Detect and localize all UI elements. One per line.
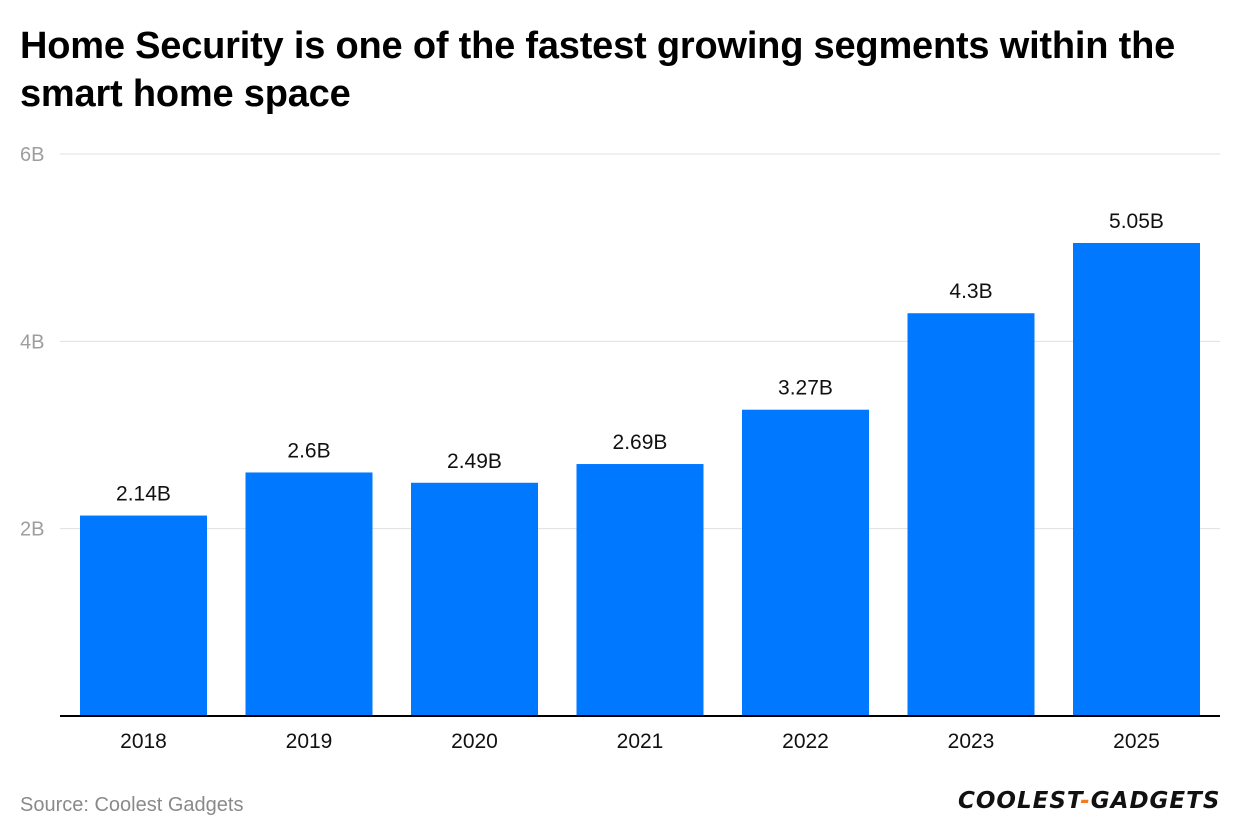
data-label-2019: 2.6B: [287, 439, 330, 462]
chart-title: Home Security is one of the fastest grow…: [20, 25, 1176, 115]
bar-2025: [1073, 242, 1200, 716]
x-tick-label-2022: 2022: [782, 730, 829, 753]
x-tick-label-2018: 2018: [120, 730, 167, 753]
data-label-2020: 2.49B: [447, 450, 502, 473]
y-tick-label: 4B: [20, 331, 44, 353]
data-label-2021: 2.69B: [613, 431, 668, 454]
data-label-2018: 2.14B: [116, 483, 171, 506]
bar-2018: [80, 515, 207, 716]
bar-2022: [742, 409, 869, 716]
x-tick-label-2023: 2023: [948, 730, 995, 753]
logo-dash: -: [1080, 788, 1091, 814]
x-tick-label-2020: 2020: [451, 730, 498, 753]
bar-2019: [245, 472, 373, 716]
x-tick-label-2019: 2019: [286, 730, 333, 753]
bar-2021: [576, 464, 704, 716]
logo-text-coolest: COOLEST: [958, 788, 1081, 814]
coolest-gadgets-logo: COOLEST-GADGETS: [958, 788, 1220, 814]
bar-2020: [411, 482, 538, 716]
data-label-2025: 5.05B: [1109, 210, 1164, 233]
x-tick-label-2025: 2025: [1113, 730, 1160, 753]
bar-2023: [907, 313, 1035, 716]
x-tick-label-2021: 2021: [617, 730, 664, 753]
logo-text-gadgets: GADGETS: [1090, 788, 1221, 814]
y-tick-label: 6B: [20, 144, 44, 166]
data-label-2023: 4.3B: [949, 280, 992, 303]
data-label-2022: 3.27B: [778, 377, 833, 400]
y-tick-label: 2B: [20, 519, 44, 541]
source-note: Source: Coolest Gadgets: [20, 794, 244, 816]
